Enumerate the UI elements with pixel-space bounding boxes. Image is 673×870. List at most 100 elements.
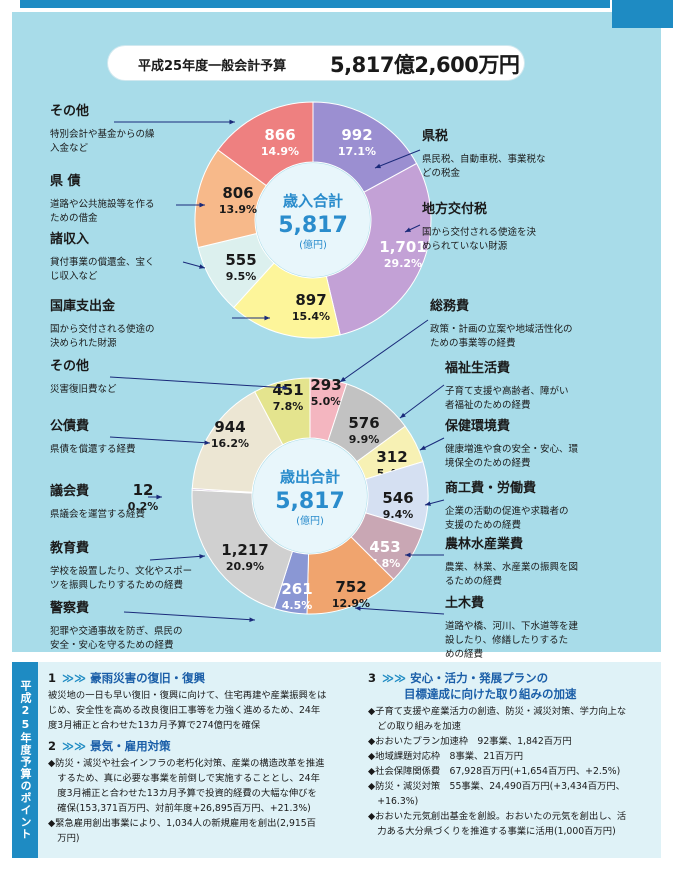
leader-arrowhead-icon <box>249 617 255 622</box>
point-title: 景気・雇用対策 <box>90 739 171 753</box>
slice-description: 国から交付される使途の <box>50 323 155 335</box>
leader-arrowhead-icon <box>405 552 411 558</box>
point-line: ◆おおいた元気創出基金を創設。おおいたの元気を創出し、活 <box>368 811 627 822</box>
leader-arrowhead-icon <box>355 606 361 611</box>
slice-description: 境保全のための経費 <box>445 457 531 469</box>
slice-description: 学校を設置したり、文化やスポー <box>50 565 192 577</box>
point-title: 安心・活力・発展プランの <box>410 671 549 685</box>
slice-description: どの税金 <box>422 167 461 179</box>
point-line: 度3月補正と合わせた13カ月予算で投資的経費の大幅な伸びを <box>48 788 317 799</box>
point-line: じめ、安全性を高める改良復旧工事等を力強く進めるため、24年 <box>48 705 321 716</box>
point-line: +16.3%) <box>368 796 419 807</box>
point-line: ◆子育て支援や産業活力の創造、防災・減災対策、学力向上な <box>368 706 627 717</box>
slice-category-label: 農林水産業費 <box>445 536 523 552</box>
slice-percent: 29.2% <box>384 257 422 270</box>
slice-category-label: その他 <box>50 103 89 119</box>
slice-percent: 17.1% <box>338 145 376 158</box>
top-accent-tab <box>612 0 673 28</box>
slice-category-label: 議会費 <box>50 483 89 499</box>
point-arrow-icon: ≫≫ <box>62 739 87 753</box>
point-title: 豪雨災害の復旧・復興 <box>90 671 206 685</box>
slice-description: 県民税、自動車税、事業税な <box>422 153 546 165</box>
slice-description: 農業、林業、水産業の振興を図 <box>445 561 578 573</box>
slice-value: 576 <box>348 414 379 432</box>
slice-value: 752 <box>335 578 366 596</box>
leader-arrowhead-icon <box>425 501 431 506</box>
slice-description: 安全・安心を守るための経費 <box>50 639 174 651</box>
slice-description: るための経費 <box>445 575 502 587</box>
leader-line <box>109 436 211 444</box>
point-line: 万円) <box>48 833 80 844</box>
slice-description: 設したり、修繕したりするた <box>445 634 568 646</box>
leader-arrowhead-icon <box>199 264 205 269</box>
donut-center-unit: (億円) <box>299 238 327 251</box>
slice-category-label: 諸収入 <box>50 231 89 247</box>
slice-category-label: 福祉生活費 <box>444 360 510 376</box>
slice-description: 入金など <box>50 142 89 154</box>
leader-arrowhead-icon <box>199 202 205 208</box>
donut-hole <box>256 163 370 277</box>
slice-description: 貸付事業の償還金、宝く <box>50 256 155 268</box>
slice-category-label: 地方交付税 <box>422 201 487 217</box>
slice-percent: 0.2% <box>128 500 159 513</box>
slice-description: 決められた財源 <box>50 337 117 349</box>
slice-value: 261 <box>281 580 312 598</box>
point-line: ◆社会保障関係費 67,928百万円(+1,654百万円、+2.5%) <box>368 766 621 777</box>
slice-percent: 9.9% <box>349 433 380 446</box>
point-number: 2 <box>48 739 57 753</box>
budget-title-box: 平成25年度一般会計予算 5,817億2,600万円 <box>108 46 524 80</box>
leader-arrowhead-icon <box>156 494 162 500</box>
slice-description: 国から交付される使途を決 <box>422 226 537 238</box>
point-line: どの取り組みを加速 <box>368 721 461 732</box>
slice-percent: 12.9% <box>332 597 370 610</box>
donut-hole <box>253 439 367 553</box>
donut-slice-revenue <box>325 162 432 336</box>
donut-center-title: 歳入合計 <box>283 192 343 210</box>
point-body: ◆防災・減災や社会インフラの老朽化対策、産業の構造改革を推進 するため、真に必要… <box>48 756 358 846</box>
slice-category-label: 総務費 <box>430 298 469 314</box>
leader-line <box>123 611 256 621</box>
point-arrow-icon: ≫≫ <box>62 671 87 685</box>
slice-category-label: 県税 <box>422 128 448 144</box>
leader-arrowhead-icon <box>229 119 235 125</box>
point-section-3: 3 ≫≫ 安心・活力・発展プランの 目標達成に向けた取り組みの加速 ◆子育て支援や産… <box>368 670 658 839</box>
slice-description: められていない財源 <box>422 240 508 252</box>
slice-percent: 20.9% <box>226 560 264 573</box>
slice-percent: 13.9% <box>219 203 257 216</box>
slice-percent: 9.4% <box>383 508 414 521</box>
slice-description: 災害復旧費など <box>50 383 117 395</box>
slice-percent: 5.0% <box>311 395 342 408</box>
budget-points-panel: 平成25年度予算のポイント 1 ≫≫ 豪雨災害の復旧・復興 被災地の一日も早い復旧・… <box>12 662 661 858</box>
slice-description: 道路や公共施設等を作る <box>50 198 155 210</box>
leader-line <box>339 319 429 383</box>
leader-arrowhead-icon <box>400 412 406 418</box>
slice-description: 企業の活動の促進や求職者の <box>445 505 569 517</box>
slice-description: じ収入など <box>50 270 98 282</box>
slice-description: ための借金 <box>50 212 98 224</box>
slice-category-label: 教育費 <box>49 540 89 556</box>
leader-arrowhead-icon <box>282 385 288 390</box>
budget-points-content: 1 ≫≫ 豪雨災害の復旧・復興 被災地の一日も早い復旧・復興に向けて、住宅再建や産業… <box>38 662 661 858</box>
leader-arrowhead-icon <box>199 554 205 559</box>
leader-arrowhead-icon <box>420 445 426 450</box>
slice-description: 者福祉のための経費 <box>445 399 531 411</box>
point-line: ◆緊急雇用創出事業により、1,034人の新規雇用を創出(2,915百 <box>48 818 316 829</box>
donut-slice-expenditure <box>191 489 294 610</box>
slice-value: 451 <box>272 381 303 399</box>
slice-value: 12 <box>133 481 154 499</box>
point-line: ◆防災・減災対策 55事業、24,490百万円(+3,434百万円、 <box>368 781 625 792</box>
leader-arrowhead-icon <box>375 163 381 169</box>
slice-value: 866 <box>264 126 295 144</box>
donut-slice-revenue <box>217 101 314 187</box>
slice-description: 道路や橋、河川、下水道等を建 <box>445 620 579 632</box>
slice-value: 312 <box>376 448 407 466</box>
slice-description: 県債を償還する経費 <box>50 443 136 455</box>
point-section-2: 2 ≫≫ 景気・雇用対策 ◆防災・減災や社会インフラの老朽化対策、産業の構造改革を推… <box>48 738 358 846</box>
slice-value: 546 <box>382 489 413 507</box>
slice-percent: 14.9% <box>261 145 299 158</box>
slice-value: 1,701 <box>379 238 426 256</box>
point-line: ◆地域課題対応枠 8事業、21百万円 <box>368 751 524 762</box>
point-line: 力ある大分県づくりを推進する事業に活用(1,000百万円) <box>368 826 616 837</box>
slice-description: 支援のための経費 <box>445 519 521 531</box>
